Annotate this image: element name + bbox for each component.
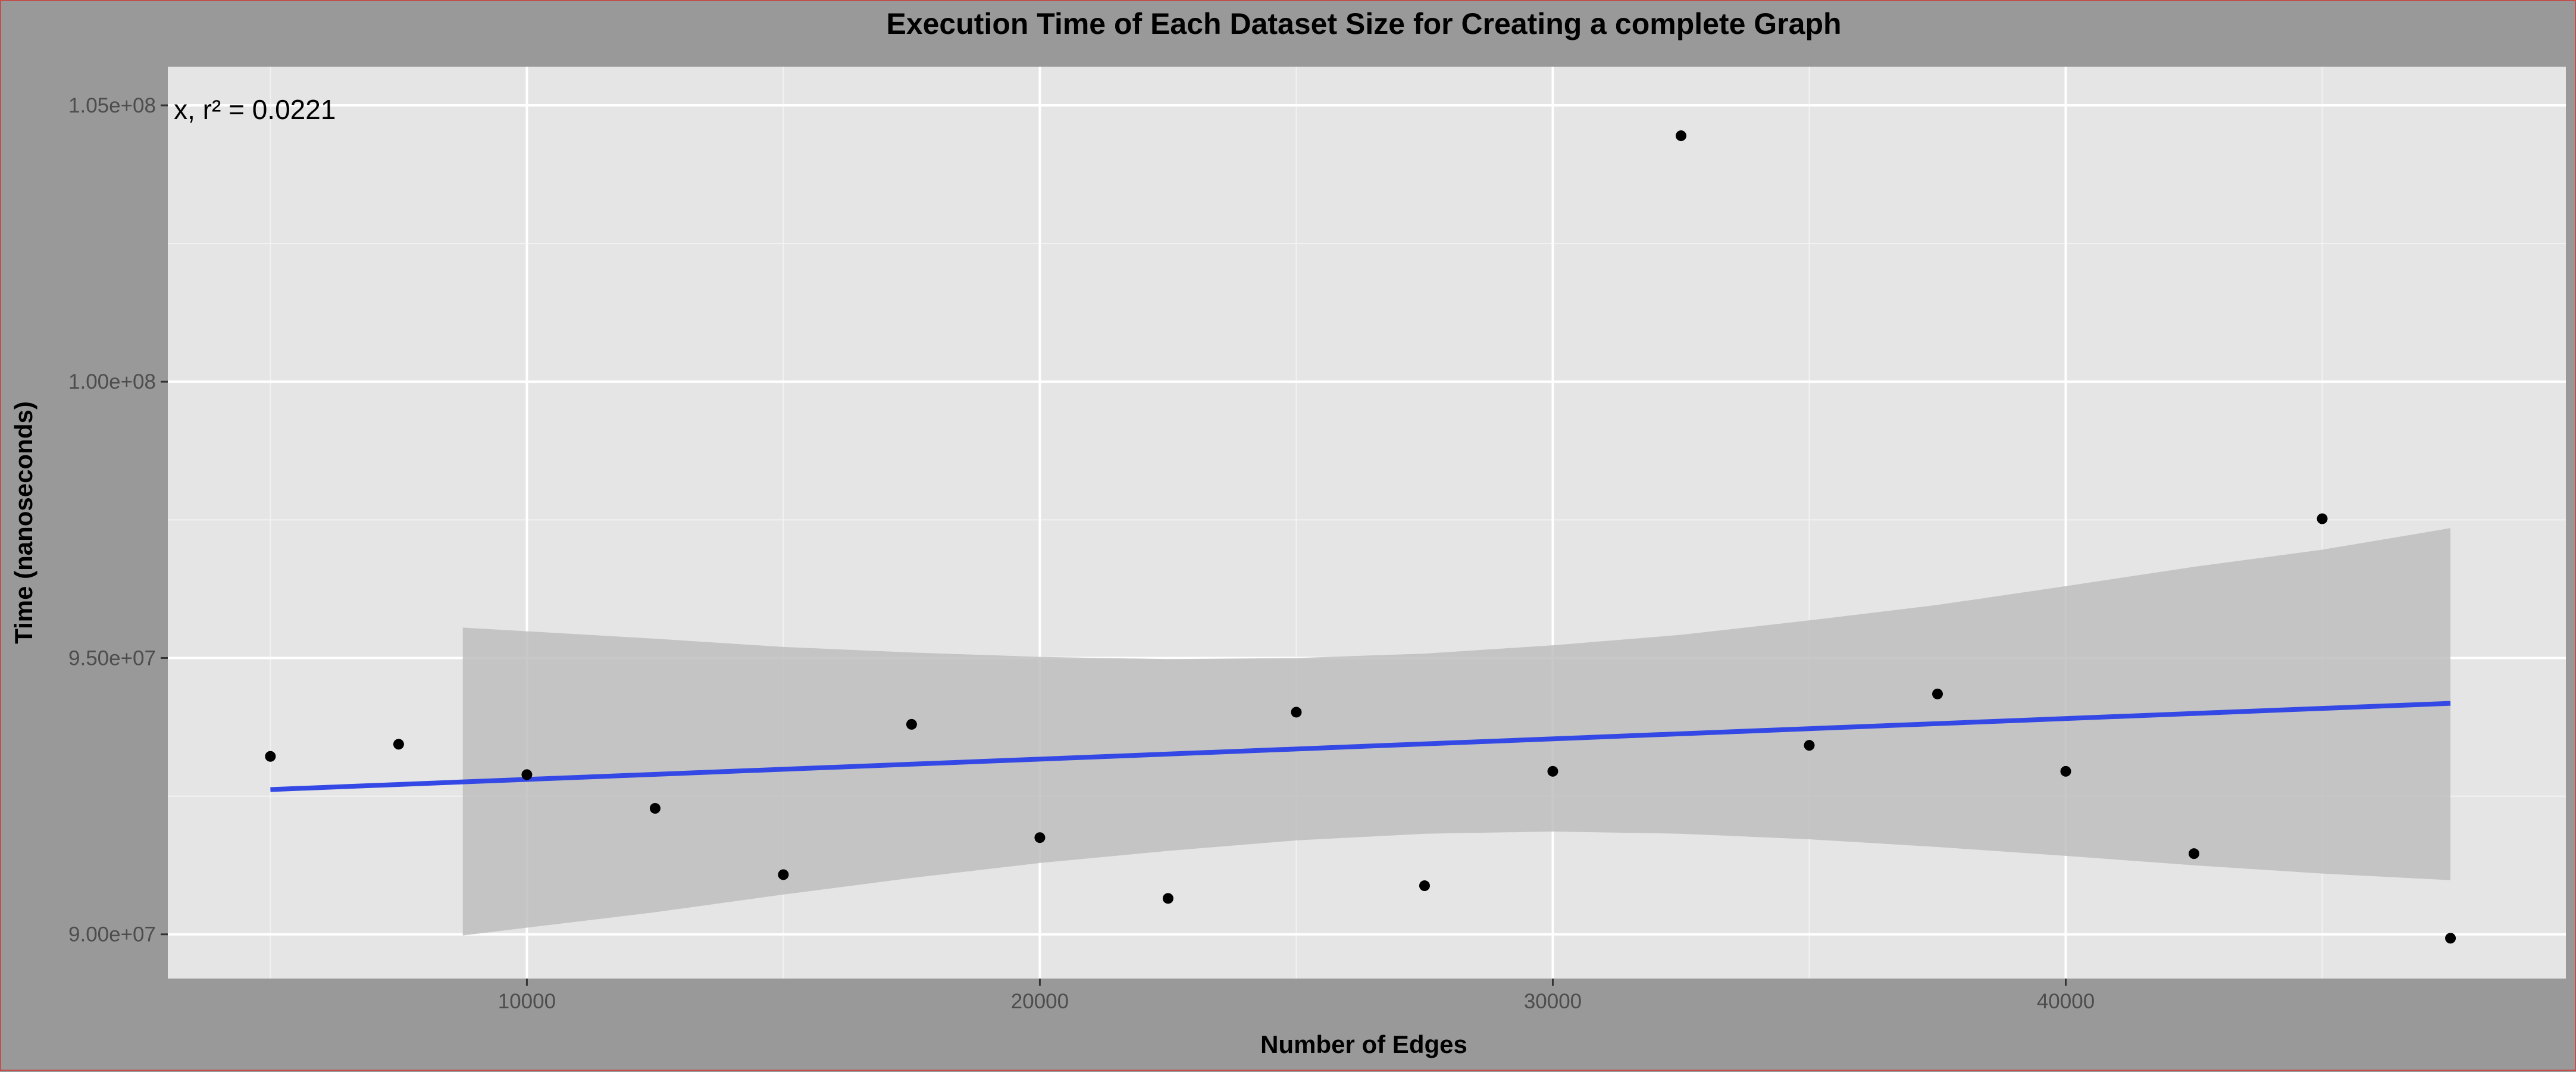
x-axis-ticks: 10000 20000 30000 40000 [498,979,2095,1013]
data-point [778,869,789,880]
data-point [2445,933,2456,944]
data-point [1419,880,1430,892]
y-tick-label: 1.00e+08 [68,370,156,393]
data-point [2189,848,2200,860]
data-point [1162,893,1173,904]
confidence-band [462,528,2451,936]
y-tick-label: 9.50e+07 [68,646,156,670]
data-points-layer [265,130,2456,944]
x-tick-label: 30000 [1524,990,1582,1013]
x-tick-label: 20000 [1011,990,1069,1013]
data-point [1804,740,1815,751]
data-point [393,739,404,750]
y-tick-label: 9.00e+07 [68,923,156,946]
data-point [521,769,533,780]
regression-annotation-text: · x, r² = 0.0221 [157,94,336,125]
data-point [649,803,661,814]
data-point [2060,765,2071,777]
data-point [1034,832,1046,843]
data-point [906,718,917,730]
fit-line-layer [270,701,2451,792]
data-point [1547,765,1558,777]
y-axis-ticks: 9.00e+07 9.50e+07 1.00e+08 1.05e+08 [68,94,168,946]
data-point [265,751,276,762]
regression-annotation: · x, r² = 0.0221 [157,94,336,125]
regression-fit-line [270,701,2451,792]
x-axis-title: Number of Edges [1260,1030,1467,1058]
data-point [1675,130,1686,142]
y-tick-label: 1.05e+08 [68,94,156,117]
x-tick-label: 40000 [2037,990,2095,1013]
chart-title: Execution Time of Each Dataset Size for … [886,7,1841,40]
confidence-band-layer [462,528,2451,936]
data-point [1291,707,1302,718]
data-point [2317,513,2328,524]
y-axis-title: Time (nanoseconds) [10,401,37,644]
x-tick-label: 10000 [498,990,556,1013]
data-point [1932,688,1943,699]
